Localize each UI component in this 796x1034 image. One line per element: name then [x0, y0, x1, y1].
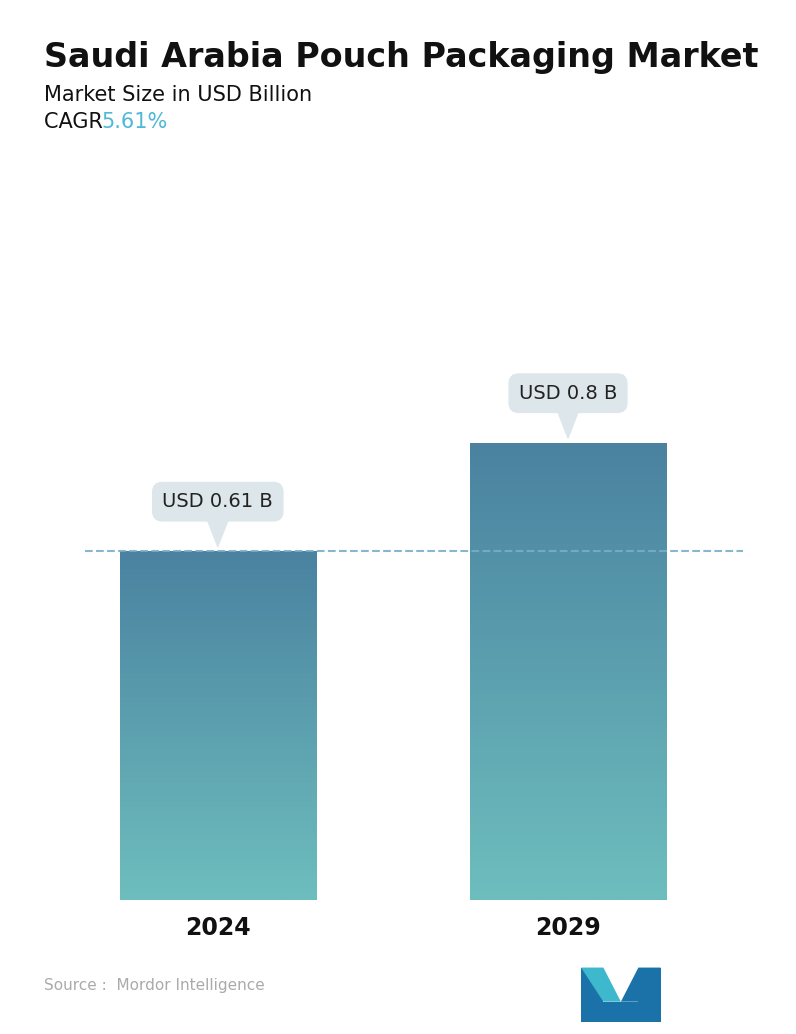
Text: CAGR: CAGR	[44, 112, 109, 131]
Polygon shape	[205, 514, 230, 547]
Polygon shape	[581, 968, 603, 1022]
Text: USD 0.8 B: USD 0.8 B	[519, 384, 617, 402]
Text: USD 0.61 B: USD 0.61 B	[162, 492, 273, 511]
Polygon shape	[581, 968, 621, 1002]
Polygon shape	[556, 405, 580, 438]
Polygon shape	[603, 1002, 638, 1022]
Polygon shape	[621, 968, 661, 1002]
Text: 5.61%: 5.61%	[101, 112, 167, 131]
Text: Saudi Arabia Pouch Packaging Market: Saudi Arabia Pouch Packaging Market	[44, 41, 759, 74]
Text: Source :  Mordor Intelligence: Source : Mordor Intelligence	[44, 977, 264, 993]
Text: Market Size in USD Billion: Market Size in USD Billion	[44, 85, 312, 104]
Polygon shape	[638, 968, 661, 1022]
